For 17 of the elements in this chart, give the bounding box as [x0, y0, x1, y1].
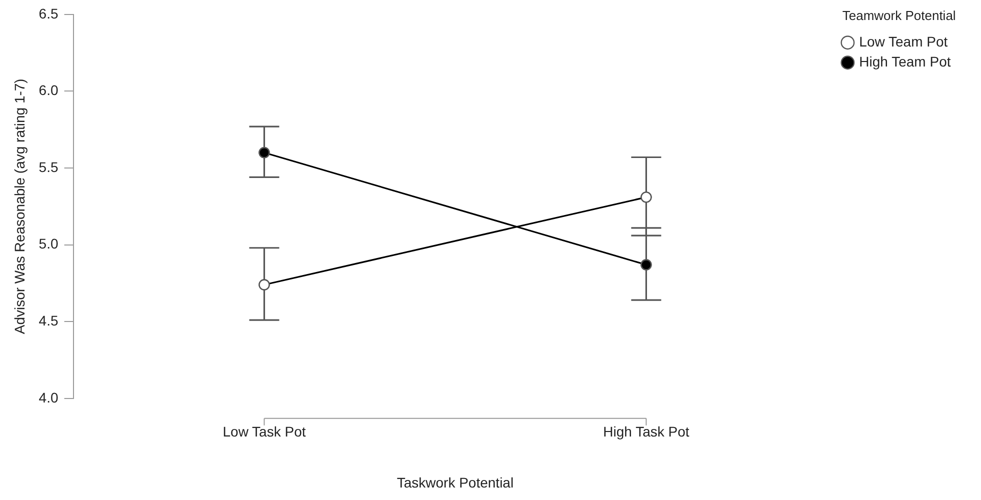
- y-tick-label: 4.5: [38, 312, 58, 328]
- y-tick-label: 4.0: [38, 389, 58, 406]
- y-tick-label: 6.0: [38, 82, 58, 98]
- point: [640, 259, 652, 270]
- point: [258, 147, 270, 158]
- legend-title: Teamwork Potential: [842, 8, 956, 24]
- y-tick-label: 6.5: [38, 5, 58, 22]
- legend-label: Low Team Pot: [859, 33, 948, 50]
- y-tick-label: 5.0: [38, 236, 58, 252]
- point: [258, 279, 270, 290]
- point: [640, 192, 652, 203]
- y-tick-label: 5.5: [38, 158, 58, 175]
- legend-label: High Team Pot: [859, 53, 951, 70]
- x-axis-title: Taskwork Potential: [396, 474, 514, 490]
- y-axis-title: Advisor Was Reasonable (avg rating 1-7): [11, 78, 28, 334]
- x-tick-label: Low Task Pot: [222, 424, 306, 440]
- x-tick-label: High Task Pot: [603, 424, 690, 440]
